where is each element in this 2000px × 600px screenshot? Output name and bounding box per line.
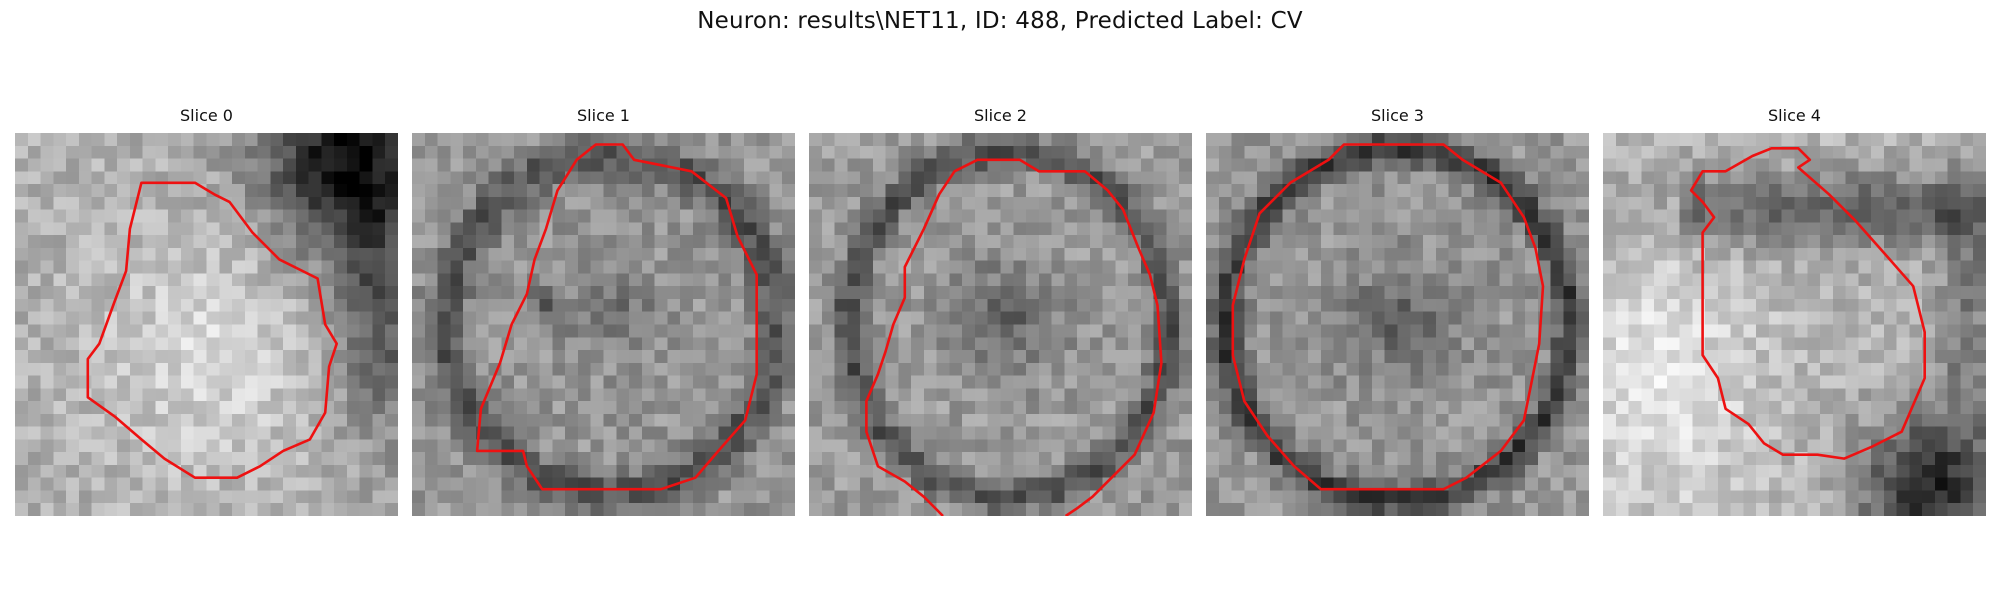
segmentation-contour [865,158,1163,516]
slice-image-frame [15,133,398,516]
contour-line [1689,147,1927,460]
slice-title: Slice 0 [180,106,233,125]
segmentation-contour [1689,147,1927,460]
figure-title: Neuron: results\NET11, ID: 488, Predicte… [697,8,1303,34]
contour-line [865,158,1163,516]
slice-panel-2: Slice 2 [809,106,1192,516]
contour-line [475,143,759,491]
slice-panel-0: Slice 0 [15,106,398,516]
slice-image-frame [412,133,795,516]
slice-panel-3: Slice 3 [1206,106,1589,516]
slice-panel-1: Slice 1 [412,106,795,516]
contour-line [86,181,339,480]
micrograph-image [412,133,795,516]
slice-image-frame [1206,133,1589,516]
contour-line [1231,143,1545,491]
slice-panel-4: Slice 4 [1603,106,1986,516]
segmentation-contour [475,143,759,491]
segmentation-contour [1231,143,1545,491]
slice-image-frame [1603,133,1986,516]
slice-image-frame [809,133,1192,516]
micrograph-image [15,133,398,516]
segmentation-contour [86,181,339,480]
slice-title: Slice 4 [1768,106,1821,125]
slice-title: Slice 1 [577,106,630,125]
slice-title: Slice 3 [1371,106,1424,125]
micrograph-image [1206,133,1589,516]
slice-title: Slice 2 [974,106,1027,125]
